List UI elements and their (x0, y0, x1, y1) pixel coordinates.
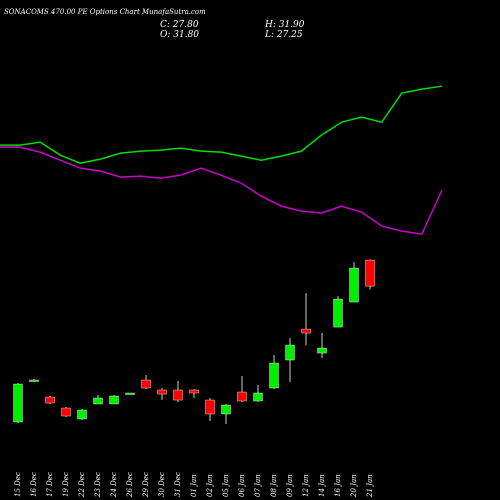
candle-body (45, 396, 55, 404)
candle-body (93, 397, 103, 405)
x-tick-label: 12 Jan (302, 474, 310, 497)
x-tick-label: 17 Dec (46, 472, 54, 497)
x-tick-label: 14 Jan (318, 474, 326, 497)
candle-body (141, 379, 151, 389)
x-tick-label: 09 Jan (286, 474, 294, 497)
x-tick-label: 15 Dec (14, 472, 22, 497)
close-info: C: 27.80 (160, 20, 199, 30)
candle-body (61, 407, 71, 417)
candle-body (109, 395, 119, 405)
x-tick-label: 05 Jan (222, 474, 230, 497)
chart-title: SONACOMS 470.00 PE Options Chart MunafaS… (4, 8, 206, 16)
low-info: L: 27.25 (264, 30, 303, 40)
open-info: O: 31.80 (160, 30, 199, 40)
x-tick-label: 26 Dec (126, 472, 134, 498)
high-info: H: 31.90 (264, 20, 305, 30)
x-tick-label: 29 Dec (142, 472, 150, 498)
candle-body (13, 383, 23, 423)
candle-body (29, 379, 39, 382)
candle-body (285, 344, 295, 361)
x-tick-label: 23 Dec (94, 472, 102, 498)
candle-body (221, 404, 231, 415)
x-tick-label: 02 Jan (206, 474, 214, 497)
candle-body (253, 392, 263, 402)
candle-body (301, 328, 311, 334)
x-tick-label: 21 Jan (366, 474, 374, 498)
candle-body (173, 389, 183, 401)
x-tick-label: 19 Dec (62, 472, 70, 497)
x-tick-label: 16 Dec (30, 472, 38, 497)
x-tick-label: 06 Jan (238, 474, 246, 497)
candle-body (205, 399, 215, 415)
candle-body (349, 267, 359, 303)
candle-body (157, 389, 167, 395)
indicator-line (0, 85, 443, 164)
candle-body (189, 389, 199, 394)
candle-body (237, 391, 247, 402)
x-tick-label: 24 Dec (110, 472, 118, 498)
x-tick-label: 16 Jan (334, 474, 342, 497)
candle-body (333, 298, 343, 328)
x-tick-label: 30 Dec (158, 472, 166, 497)
x-tick-label: 01 Jan (190, 474, 198, 497)
candle-body (125, 392, 135, 395)
x-tick-label: 20 Jan (350, 474, 358, 498)
indicator-line (0, 146, 443, 235)
candle-body (365, 259, 375, 287)
x-tick-label: 22 Dec (78, 472, 86, 498)
candle-body (77, 409, 87, 420)
candle-body (317, 347, 327, 354)
candle-body (269, 362, 279, 389)
x-tick-label: 08 Jan (270, 474, 278, 497)
x-tick-label: 31 Dec (174, 472, 182, 497)
x-tick-label: 07 Jan (254, 474, 262, 497)
